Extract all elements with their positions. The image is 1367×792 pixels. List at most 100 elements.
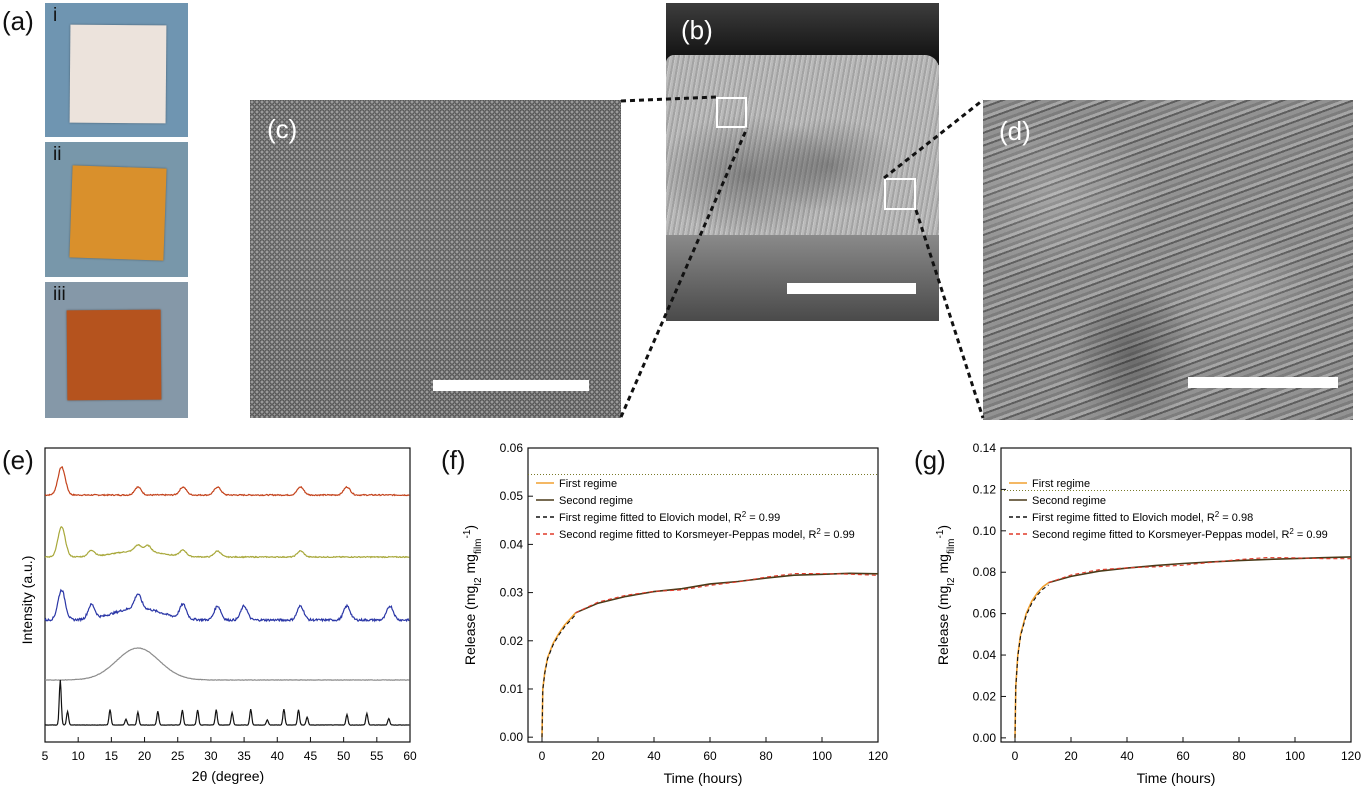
photo-label-ii: ii xyxy=(53,144,62,165)
sem-image-b: (b) xyxy=(666,3,939,321)
xrd-x-tick-label: 50 xyxy=(337,749,351,763)
photo-film-ii: ii xyxy=(45,142,188,277)
release-f-y-tick-label: 0.00 xyxy=(500,730,524,744)
release-f-elovich-fit-line xyxy=(541,614,577,738)
release-f-y-tick-label: 0.01 xyxy=(500,682,524,696)
release-f-x-tick-label: 20 xyxy=(591,749,605,763)
release-g-legend-entry: Second regime fitted to Korsmeyer-Peppas… xyxy=(1032,527,1328,542)
release-g-y-tick-label: 0.04 xyxy=(973,648,997,662)
release-g-x-tick-label: 120 xyxy=(1341,749,1361,763)
release-f-x-tick-label: 40 xyxy=(647,749,661,763)
release-f-y-axis-label: Release (mgI2 mgfilm-1) xyxy=(462,525,484,665)
sem-b-film xyxy=(666,55,939,255)
release-g-y-tick-label: 0.06 xyxy=(973,607,997,621)
panel-f-label: (f) xyxy=(441,445,466,475)
scale-bar-b xyxy=(787,283,916,294)
release-g-x-tick-label: 60 xyxy=(1176,749,1190,763)
release-f-first-regime-line xyxy=(541,612,577,738)
release-f-second-regime-line xyxy=(575,572,879,614)
release-f-x-axis-label: Time (hours) xyxy=(664,770,743,786)
release-g-y-tick-label: 0.12 xyxy=(973,482,997,496)
release-f-x-tick-label: 60 xyxy=(703,749,717,763)
release-f-y-tick-label: 0.05 xyxy=(500,489,524,503)
xrd-x-tick-label: 35 xyxy=(237,749,251,763)
connector-c-bottom xyxy=(619,127,749,418)
release-f-y-tick-label: 0.02 xyxy=(500,634,524,648)
panel-e-label: (e) xyxy=(2,445,34,475)
panel-a-label: (a) xyxy=(2,6,34,36)
release-g-plot-frame xyxy=(1000,447,1352,743)
xrd-x-tick-label: 40 xyxy=(271,749,285,763)
sem-image-d: (d) xyxy=(983,100,1353,420)
release-g-y-tick-label: 0.02 xyxy=(973,689,997,703)
release-f-y-tick-label: 0.04 xyxy=(500,537,524,551)
photo-film-i: i xyxy=(45,3,188,137)
release-chart-f: 0.00 0.01 0.02 0.03 0.04 0.05 0.06 0 20 40 60 80 100… xyxy=(462,441,889,786)
xrd-x-tick-label: 55 xyxy=(370,749,384,763)
release-f-legend-entry: Second regime xyxy=(559,495,633,507)
xrd-x-tick-label: 15 xyxy=(105,749,119,763)
release-g-y-tick-label: 0.00 xyxy=(973,731,997,745)
release-g-korsmeyer-peppas-fit-line xyxy=(1048,557,1351,584)
release-g-legend-entry: Second regime xyxy=(1032,495,1106,507)
xrd-series-2 xyxy=(44,526,410,559)
xrd-x-tick-label: 45 xyxy=(304,749,318,763)
connector-d-top xyxy=(883,98,984,180)
sem-b-top-dark xyxy=(666,3,939,65)
panel-d-label: (d) xyxy=(999,116,1031,146)
release-chart-g: 0.00 0.02 0.04 0.06 0.08 0.10 0.12 0.14 0 20 40 60 8… xyxy=(935,441,1362,786)
release-g-x-tick-label: 0 xyxy=(1012,749,1019,763)
scale-bar-d xyxy=(1188,377,1338,388)
release-g-x-tick-label: 80 xyxy=(1232,749,1246,763)
xrd-x-tick-label: 20 xyxy=(138,749,152,763)
release-f-legend-entry: First regime xyxy=(559,478,617,490)
release-g-y-tick-label: 0.10 xyxy=(973,524,997,538)
release-f-x-tick-label: 120 xyxy=(868,749,888,763)
panel-c-label: (c) xyxy=(267,114,298,144)
xrd-series-1 xyxy=(44,466,410,497)
panel-b-label: (b) xyxy=(681,15,713,45)
scale-bar-c xyxy=(433,380,589,391)
release-g-x-tick-label: 20 xyxy=(1064,749,1078,763)
release-f-korsmeyer-peppas-fit-line xyxy=(575,573,879,614)
release-g-first-regime-line xyxy=(1014,581,1050,738)
release-g-y-tick-label: 0.08 xyxy=(973,565,997,579)
xrd-series-5 xyxy=(45,679,410,726)
release-g-x-axis-label: Time (hours) xyxy=(1137,770,1216,786)
xrd-x-tick-label: 5 xyxy=(42,749,49,763)
release-f-x-tick-label: 0 xyxy=(539,749,546,763)
xrd-series-3 xyxy=(44,588,410,623)
connector-c-top xyxy=(620,95,717,103)
release-g-legend-entry: First regime fitted to Elovich model, R2… xyxy=(1032,510,1253,525)
photo-label-i: i xyxy=(53,5,58,26)
release-g-legend-entry: First regime xyxy=(1032,478,1090,490)
release-f-y-tick-label: 0.06 xyxy=(500,441,524,455)
release-g-y-axis-label: Release (mgI2 mgfilm-1) xyxy=(935,525,957,665)
release-f-legend-entry: First regime fitted to Elovich model, R2… xyxy=(559,510,780,525)
release-f-y-tick-label: 0.03 xyxy=(500,586,524,600)
xrd-x-tick-label: 30 xyxy=(204,749,218,763)
xrd-y-axis-label: Intensity (a.u.) xyxy=(19,556,35,645)
sem-b-bottom xyxy=(666,235,939,321)
xrd-series-4 xyxy=(44,647,410,681)
release-g-second-regime-line xyxy=(1048,556,1352,584)
zoom-box-c xyxy=(716,97,747,128)
release-f-x-tick-label: 100 xyxy=(812,749,832,763)
xrd-x-axis-label: 2θ (degree) xyxy=(192,768,264,784)
release-g-y-tick-label: 0.14 xyxy=(973,441,997,455)
xrd-x-tick-label: 60 xyxy=(403,749,417,763)
photo-label-iii: iii xyxy=(53,284,66,305)
panel-g-label: (g) xyxy=(914,445,946,475)
sem-image-c: (c) xyxy=(250,100,621,418)
release-f-legend-entry: Second regime fitted to Korsmeyer-Peppas… xyxy=(559,527,855,542)
photo-film-iii: iii xyxy=(45,282,188,418)
xrd-x-tick-label: 25 xyxy=(171,749,185,763)
xrd-chart: 5 10 15 20 25 30 35 40 45 50 55 60 Intensity (a.u.)… xyxy=(19,447,417,784)
connector-d-bottom xyxy=(914,209,985,419)
release-f-x-tick-label: 80 xyxy=(759,749,773,763)
release-g-elovich-fit-line xyxy=(1014,584,1049,738)
release-f-plot-frame xyxy=(527,447,879,743)
release-g-x-tick-label: 40 xyxy=(1120,749,1134,763)
zoom-box-d xyxy=(884,178,916,210)
